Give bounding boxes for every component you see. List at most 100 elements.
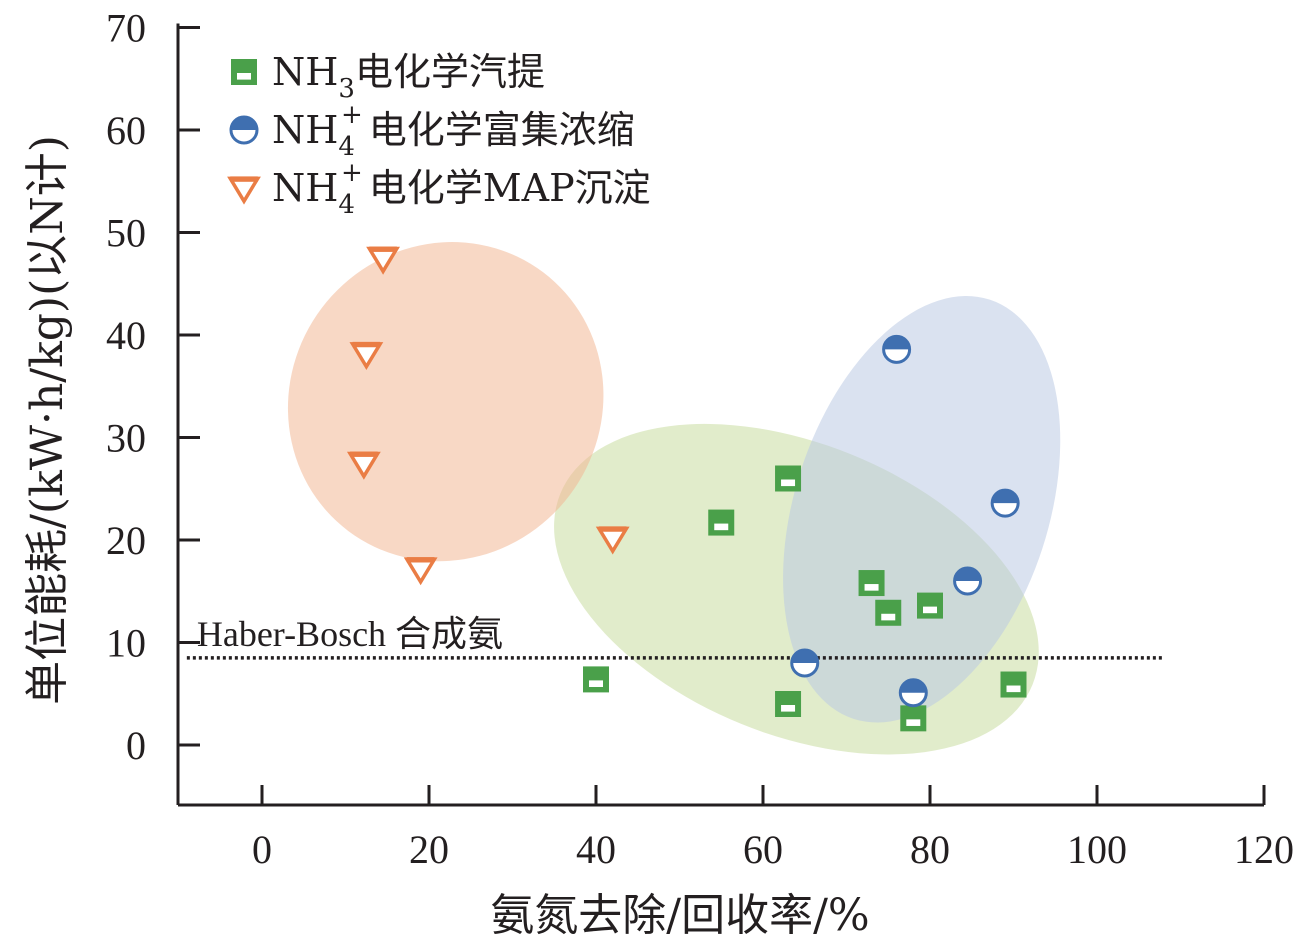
marker-hole bbox=[881, 613, 896, 621]
marker-hole bbox=[1006, 685, 1021, 693]
stripping-point bbox=[583, 666, 609, 693]
marker-body bbox=[900, 705, 927, 732]
legend-label-rest: 电化学MAP沉淀 bbox=[369, 166, 651, 210]
haber-bosch-label: Haber-Bosch 合成氨 bbox=[197, 614, 503, 654]
stripping-point bbox=[900, 705, 927, 732]
y-tick-label: 70 bbox=[106, 6, 146, 51]
stripping-point bbox=[775, 691, 802, 717]
marker-top-band bbox=[598, 526, 627, 532]
legend-label-base: NH bbox=[272, 108, 338, 152]
marker-hole bbox=[906, 719, 921, 726]
marker-triangle bbox=[403, 557, 438, 586]
legend-label-base: NH bbox=[272, 50, 338, 94]
enrichment-point bbox=[990, 488, 1020, 518]
legend-item-enrichment: NH4+ 电化学富集浓缩 bbox=[229, 100, 635, 162]
marker-top-band bbox=[350, 451, 378, 457]
y-axis-title: 单位能耗/(kW·h/kg)(以N计) bbox=[22, 135, 73, 705]
marker-hole bbox=[864, 584, 879, 591]
legend-label-rest: 电化学汽提 bbox=[355, 50, 545, 94]
map-region bbox=[287, 242, 604, 562]
x-tick-label: 0 bbox=[252, 827, 272, 872]
legend-item-stripping: NH3电化学汽提 bbox=[231, 50, 545, 104]
marker-hole bbox=[589, 680, 603, 687]
marker-body bbox=[875, 599, 902, 626]
stripping-point bbox=[858, 570, 885, 597]
enrichment-region bbox=[783, 296, 1061, 723]
x-tick-label: 120 bbox=[1234, 827, 1294, 872]
x-tick-label: 80 bbox=[910, 827, 950, 872]
marker-top-band bbox=[406, 557, 435, 563]
axes bbox=[176, 23, 1264, 807]
stripping-point bbox=[1000, 671, 1027, 698]
marker-top-half bbox=[992, 490, 1019, 504]
marker-top-band bbox=[352, 341, 381, 348]
enrichment-point bbox=[898, 678, 928, 708]
y-tick-label: 40 bbox=[106, 313, 146, 358]
map-point bbox=[349, 341, 384, 371]
legend-label-subscript: 4 bbox=[338, 132, 355, 162]
reference-line-group: Haber-Bosch 合成氨 bbox=[186, 614, 1164, 660]
marker-body bbox=[775, 691, 802, 717]
marker-triangle bbox=[227, 176, 261, 205]
stripping-point bbox=[875, 599, 902, 626]
enrichment-point bbox=[882, 334, 912, 364]
marker-top-band bbox=[230, 176, 258, 182]
map-point bbox=[346, 451, 381, 480]
legend-label: NH4+ 电化学MAP沉淀 bbox=[272, 158, 651, 220]
x-tick-label: 20 bbox=[409, 827, 449, 872]
marker-top-half bbox=[900, 679, 927, 693]
marker-top-band bbox=[369, 246, 397, 252]
marker-body bbox=[775, 465, 802, 492]
marker-body bbox=[708, 509, 735, 536]
legend-label: NH3电化学汽提 bbox=[272, 50, 545, 104]
map-point bbox=[595, 526, 630, 555]
x-tick-label: 100 bbox=[1067, 827, 1127, 872]
marker-hole bbox=[237, 73, 251, 80]
y-tick-label: 60 bbox=[106, 108, 146, 153]
marker-hole bbox=[781, 479, 796, 487]
y-tick-label: 30 bbox=[106, 416, 146, 461]
map-point bbox=[366, 246, 400, 275]
marker-hole bbox=[714, 523, 729, 531]
marker-body bbox=[1000, 671, 1027, 698]
legend-label-subscript: 4 bbox=[338, 190, 355, 220]
x-axis-title: 氨氮去除/回收率/% bbox=[490, 890, 869, 941]
marker-top-half bbox=[883, 336, 910, 350]
marker-body bbox=[231, 59, 257, 85]
legend-item-map: NH4+ 电化学MAP沉淀 bbox=[227, 158, 651, 220]
legend-label: NH4+ 电化学富集浓缩 bbox=[272, 100, 635, 162]
data-points bbox=[346, 246, 1027, 732]
stripping-point bbox=[917, 592, 943, 619]
y-tick-label: 20 bbox=[106, 518, 146, 563]
axis-ticks: 0 20 40 60 80 100 120 0 10 20 30 40 50 60 70 bbox=[106, 6, 1294, 873]
marker-hole bbox=[923, 606, 937, 614]
marker-body bbox=[858, 570, 885, 597]
legend-label-superscript: + bbox=[341, 100, 363, 130]
legend-label-rest: 电化学富集浓缩 bbox=[369, 108, 635, 152]
x-tick-label: 40 bbox=[576, 827, 616, 872]
enrichment-point bbox=[790, 648, 820, 678]
marker-top-half bbox=[791, 650, 818, 663]
cluster-regions bbox=[287, 242, 1061, 755]
y-tick-label: 50 bbox=[106, 211, 146, 256]
enrichment-point bbox=[953, 566, 983, 596]
stripping-point bbox=[775, 465, 802, 492]
legend-marker bbox=[229, 115, 259, 145]
marker-top-half bbox=[231, 117, 257, 130]
marker-body bbox=[917, 592, 943, 619]
y-tick-label: 10 bbox=[106, 621, 146, 666]
x-tick-label: 60 bbox=[743, 827, 783, 872]
legend-marker bbox=[227, 176, 261, 205]
marker-top-half bbox=[954, 568, 981, 581]
marker-body bbox=[583, 666, 609, 693]
y-tick-label: 0 bbox=[126, 723, 146, 768]
marker-hole bbox=[781, 705, 796, 712]
legend-label-superscript: + bbox=[341, 158, 363, 188]
legend-marker bbox=[231, 59, 257, 85]
map-point bbox=[403, 557, 438, 586]
legend-label-subscript: 3 bbox=[338, 74, 355, 104]
stripping-point bbox=[708, 509, 735, 536]
